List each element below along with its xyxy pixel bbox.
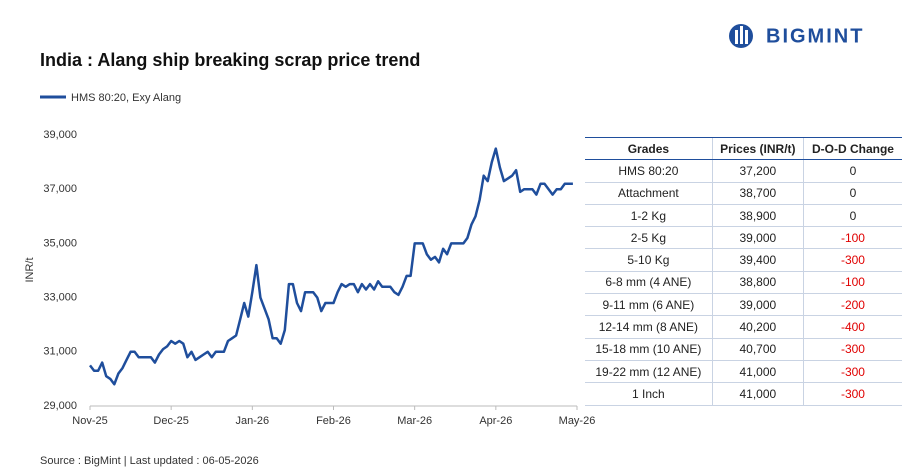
table-cell: 5-10 Kg bbox=[585, 248, 713, 272]
table-cell: 40,700 bbox=[711, 338, 804, 361]
table-header: Grades Prices (INR/t) D-O-D Change bbox=[585, 136, 902, 161]
x-tick-label: Mar-26 bbox=[397, 415, 432, 427]
table-row: 1-2 Kg 38,900 0 bbox=[585, 204, 902, 228]
header-cell: Prices (INR/t) bbox=[711, 136, 804, 161]
table-cell: 9-11 mm (6 ANE) bbox=[585, 293, 713, 317]
table-cell: HMS 80:20 bbox=[585, 159, 713, 183]
table-row: 12-14 mm (8 ANE) 40,200 -400 bbox=[585, 315, 902, 339]
x-tick-label: Jan-26 bbox=[236, 415, 270, 427]
table-cell: -300 bbox=[802, 248, 902, 272]
table-cell: 38,900 bbox=[711, 204, 804, 228]
table-row: Attachment 38,700 0 bbox=[585, 182, 902, 205]
table-cell: -400 bbox=[802, 315, 902, 339]
table-cell: 39,400 bbox=[711, 248, 804, 272]
table-cell: -300 bbox=[802, 338, 902, 361]
table-cell: -200 bbox=[802, 293, 902, 317]
table-row: 9-11 mm (6 ANE) 39,000 -200 bbox=[585, 293, 902, 317]
y-tick-label: 35,000 bbox=[43, 237, 77, 249]
legend-label: HMS 80:20, Exy Alang bbox=[71, 92, 181, 104]
table-cell: 12-14 mm (8 ANE) bbox=[585, 315, 713, 339]
table-cell: -300 bbox=[802, 360, 902, 384]
y-tick-label: 33,000 bbox=[43, 292, 77, 304]
table-cell: 40,200 bbox=[711, 315, 804, 339]
table-row: 2-5 Kg 39,000 -100 bbox=[585, 226, 902, 250]
table-row: 15-18 mm (10 ANE) 40,700 -300 bbox=[585, 338, 902, 361]
y-tick-label: 31,000 bbox=[43, 346, 77, 358]
y-tick-label: 37,000 bbox=[43, 183, 77, 195]
table-cell: -300 bbox=[802, 382, 902, 406]
table-row: HMS 80:20 37,200 0 bbox=[585, 159, 902, 183]
logo-icon bbox=[729, 24, 753, 48]
table-cell: 6-8 mm (4 ANE) bbox=[585, 271, 713, 295]
table-cell: 39,000 bbox=[711, 293, 804, 317]
header-cell: Grades bbox=[585, 136, 713, 161]
table-cell: 41,000 bbox=[711, 382, 804, 406]
y-axis-label: INR/t bbox=[24, 257, 36, 282]
table-cell: Attachment bbox=[585, 182, 713, 205]
price-table: Grades Prices (INR/t) D-O-D Change HMS 80:2… bbox=[585, 136, 902, 406]
table-cell: 2-5 Kg bbox=[585, 226, 713, 250]
table-cell: 37,200 bbox=[711, 159, 804, 183]
y-tick-label: 39,000 bbox=[43, 129, 77, 141]
chart-title: India : Alang ship breaking scrap price … bbox=[40, 50, 420, 70]
table-row: 19-22 mm (12 ANE) 41,000 -300 bbox=[585, 360, 902, 384]
source: Source : BigMint | Last updated : 06-05-… bbox=[40, 455, 259, 467]
table-cell: 1 Inch bbox=[585, 382, 713, 406]
x-tick-label: May-26 bbox=[559, 415, 596, 427]
line-series bbox=[89, 147, 573, 386]
x-tick-label: Apr-26 bbox=[479, 415, 512, 427]
table-cell: 1-2 Kg bbox=[585, 204, 713, 228]
header-cell: D-O-D Change bbox=[802, 136, 902, 161]
table-row: 5-10 Kg 39,400 -300 bbox=[585, 248, 902, 272]
table-cell: 0 bbox=[802, 182, 902, 205]
x-tick-label: Feb-26 bbox=[316, 415, 351, 427]
table-cell: 0 bbox=[802, 159, 902, 183]
x-tick-label: Dec-25 bbox=[153, 415, 188, 427]
table-cell: 39,000 bbox=[711, 226, 804, 250]
table-row: 6-8 mm (4 ANE) 38,800 -100 bbox=[585, 271, 902, 295]
x-tick-label: Nov-25 bbox=[72, 415, 107, 427]
table-cell: 15-18 mm (10 ANE) bbox=[585, 338, 713, 361]
table-cell: 41,000 bbox=[711, 360, 804, 384]
table-cell: 38,800 bbox=[711, 271, 804, 295]
logo-text: BIGMINT bbox=[766, 25, 864, 47]
y-tick-label: 29,000 bbox=[43, 400, 77, 412]
table-cell: 38,700 bbox=[711, 182, 804, 205]
table-row: 1 Inch 41,000 -300 bbox=[585, 382, 902, 406]
table-cell: 19-22 mm (12 ANE) bbox=[585, 360, 713, 384]
table-cell: 0 bbox=[802, 204, 902, 228]
table-cell: -100 bbox=[802, 226, 902, 250]
table-cell: -100 bbox=[802, 271, 902, 295]
